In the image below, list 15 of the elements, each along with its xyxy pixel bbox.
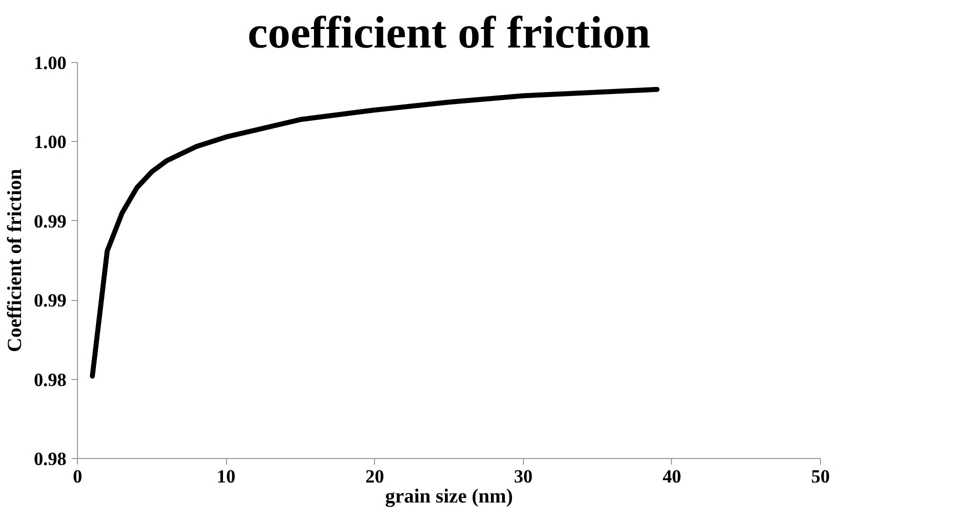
- x-tick-label: 50: [811, 466, 830, 488]
- x-tick-label: 20: [365, 466, 384, 488]
- x-tick-label: 40: [662, 466, 682, 488]
- y-tick-label: 0.99: [34, 290, 67, 312]
- y-tick-label: 0.98: [34, 449, 67, 470]
- chart-title: coefficient of friction: [248, 8, 650, 58]
- y-axis-title: Coefficient of friction: [4, 168, 26, 352]
- x-tick-label: 10: [216, 466, 236, 488]
- y-tick-label: 0.99: [34, 211, 67, 232]
- y-tick-label: 0.98: [34, 370, 67, 391]
- x-axis-title: grain size (nm): [385, 486, 513, 508]
- y-tick-label: 1.00: [34, 132, 67, 154]
- x-tick-label: 30: [514, 466, 533, 488]
- y-tick-label: 1.00: [34, 53, 67, 74]
- x-tick-label: 0: [72, 466, 82, 488]
